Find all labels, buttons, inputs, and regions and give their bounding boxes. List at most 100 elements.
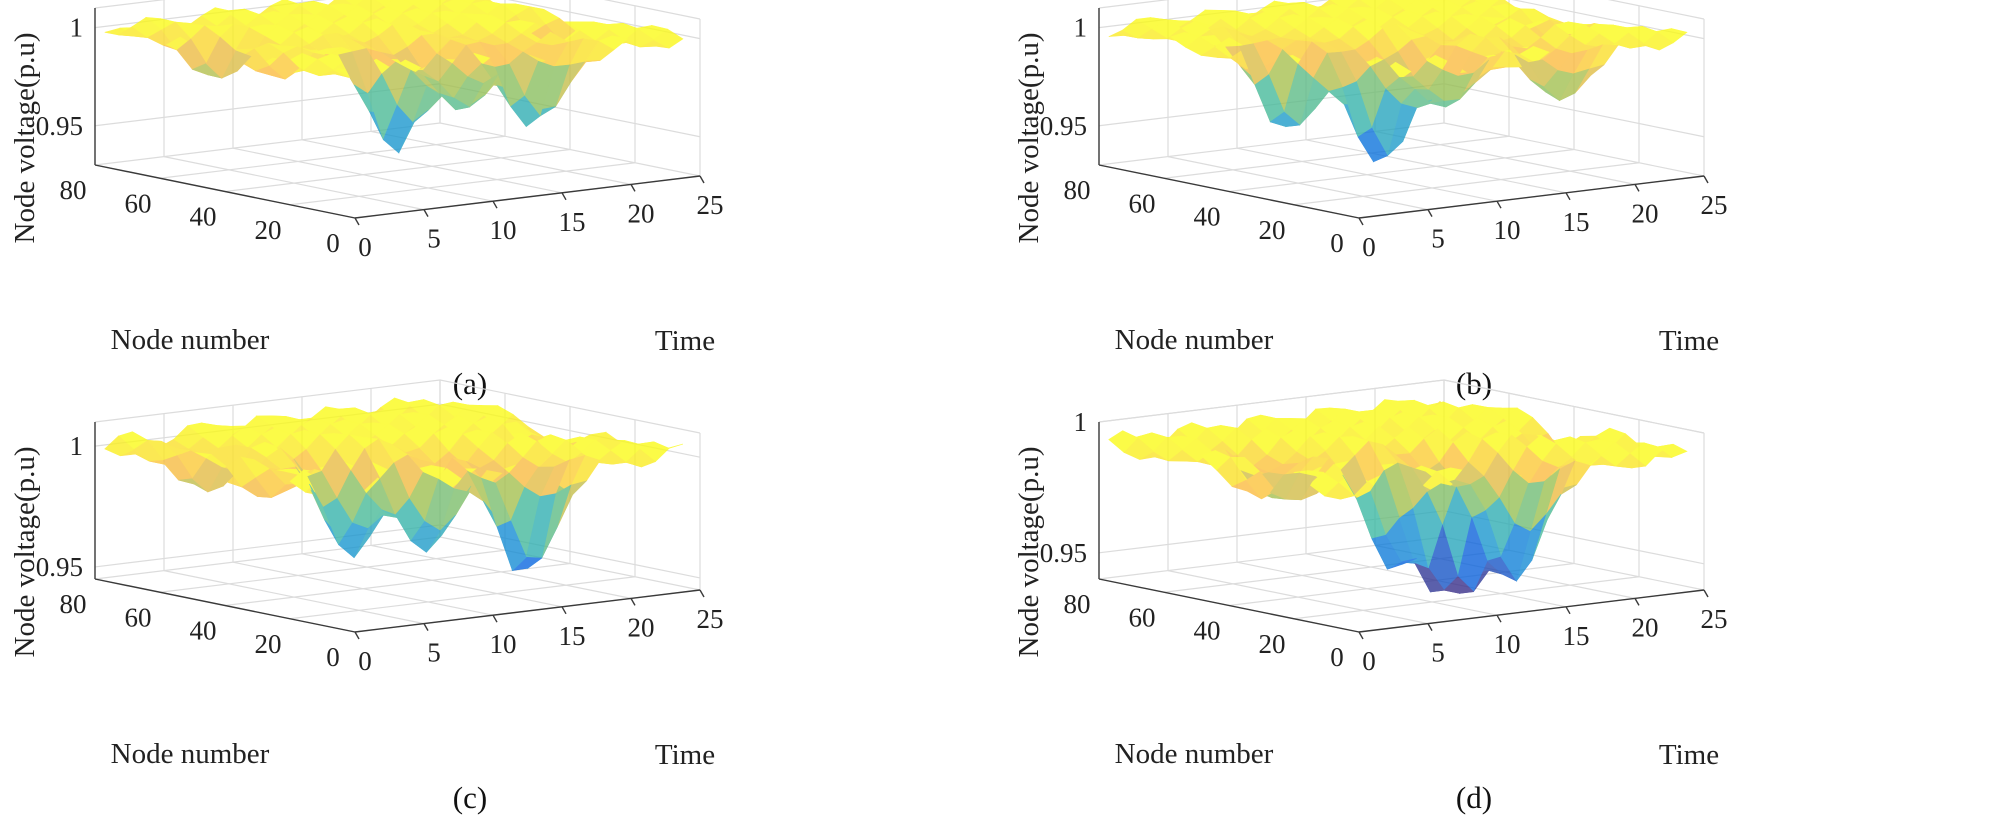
chart-c-x-tick (423, 623, 429, 631)
chart-d-surface-patch (1245, 471, 1276, 500)
chart-c-x-axis-label: Time (655, 739, 715, 771)
chart-b-x-tick (1427, 209, 1433, 217)
chart-b-z-tick-label: 1 (1074, 13, 1088, 43)
chart-b-y-tick-label: 40 (1194, 202, 1221, 232)
chart-d-x-tick-label: 5 (1431, 638, 1445, 668)
chart-a-y-tick-label: 40 (190, 202, 217, 232)
chart-a-z-tick-label: 1 (70, 13, 84, 43)
chart-a-x-tick (492, 200, 498, 209)
chart-d-x-axis-label: Time (1659, 739, 1719, 771)
chart-b-surface-patch (1430, 99, 1460, 108)
chart-a-x-tick-label: 25 (697, 190, 724, 220)
chart-a-y-tick-label: 60 (125, 188, 152, 218)
chart-c-x-tick-label: 10 (490, 629, 517, 659)
chart-c-floor-grid-line (94, 536, 441, 580)
chart-c-x-tick (354, 631, 360, 640)
chart-d-y-axis-line (1098, 578, 1360, 633)
chart-d-z-tick-label: 0.95 (1040, 538, 1087, 568)
chart-d-y-tick-label: 40 (1194, 616, 1221, 646)
chart-b-x-tick-label: 25 (1701, 190, 1728, 220)
chart-d-surface-patch (1443, 576, 1475, 594)
surface-chart-b: 0 5 10 15 20 25 0 20 40 60 80 0.95 1 Time Node number N… (1013, 0, 1728, 401)
chart-b-x-axis-line (1358, 175, 1705, 219)
chart-d-y-tick-label: 0 (1330, 642, 1344, 672)
chart-a-surface-patch (510, 95, 541, 127)
chart-c-wall-grid-line (94, 524, 701, 579)
chart-b-floor-grid-line (1228, 148, 1575, 193)
chart-c-y-tick-label: 20 (255, 629, 282, 659)
chart-d-surface-patch (1371, 534, 1402, 570)
chart-c-x-tick-label: 0 (358, 646, 372, 676)
chart-d-y-tick-label: 60 (1129, 602, 1156, 632)
chart-d-x-tick (1358, 631, 1364, 640)
chart-d-y-tick-label: 80 (1064, 589, 1091, 619)
chart-b-x-axis-label: Time (1659, 325, 1719, 357)
chart-d-surface-patch (1500, 523, 1531, 582)
chart-c-caption: (c) (453, 780, 487, 815)
chart-d-x-tick-label: 15 (1563, 621, 1590, 651)
chart-b-z-axis-label: Node voltage(p.u) (1013, 33, 1045, 244)
chart-c-y-axis-label: Node number (111, 738, 270, 770)
chart-a-z-tick-label: 0.95 (36, 111, 83, 141)
chart-c-z-tick-label: 1 (70, 431, 84, 461)
chart-c-floor-grid-line (159, 549, 506, 593)
chart-c-x-tick (630, 598, 636, 606)
chart-a-surface-patch (404, 0, 423, 6)
chart-d-z-tick-label: 1 (1074, 407, 1088, 437)
chart-d-surface-patch (1414, 562, 1445, 593)
chart-b-x-tick-label: 15 (1563, 207, 1590, 237)
chart-c-axes: 0 5 10 15 20 25 0 20 40 60 80 0.95 1 Time Node number N… (9, 422, 724, 815)
chart-a-surface-patch (205, 36, 236, 79)
chart-c-y-tick-label: 60 (125, 602, 152, 632)
chart-b-floor-grid-line (1293, 162, 1640, 206)
chart-d-x-tick-label: 20 (1632, 612, 1659, 642)
chart-c-surface-patch (410, 521, 441, 553)
chart-d-surface-patch (1615, 453, 1647, 469)
chart-a-x-axis-label: Time (655, 325, 715, 357)
chart-d-x-tick-label: 25 (1701, 604, 1728, 634)
chart-a-y-tick-label: 20 (255, 215, 282, 245)
chart-d-surface-patch (1123, 437, 1154, 460)
chart-d-x-tick (1634, 598, 1640, 606)
chart-c-x-tick (492, 614, 498, 623)
chart-c-surface-patch (625, 448, 656, 468)
chart-a-y-tick-label: 0 (326, 228, 340, 258)
chart-b-y-tick-label: 0 (1330, 228, 1344, 258)
chart-b-x-tick-label: 0 (1362, 232, 1376, 262)
chart-a-x-tick (354, 217, 360, 226)
chart-d-floor-grid-line (1293, 576, 1640, 620)
chart-a-surface-patch (653, 28, 684, 49)
chart-b-y-tick-label: 20 (1259, 215, 1286, 245)
chart-a-y-tick-label: 80 (60, 175, 87, 205)
chart-c-floor-grid-line (289, 576, 636, 620)
chart-c-surface-patch (104, 435, 135, 457)
chart-d-x-tick (1427, 623, 1433, 631)
chart-a-surface-patch (303, 59, 334, 77)
chart-b-surface-patch (1269, 111, 1301, 127)
chart-b-x-tick (1634, 184, 1640, 192)
chart-a-x-tick (423, 209, 429, 217)
chart-c-x-tick-label: 20 (628, 612, 655, 642)
chart-a-surface-patch (382, 104, 413, 154)
chart-c-surface-patch (596, 450, 627, 465)
chart-c-x-tick (699, 589, 705, 598)
chart-b-floor-grid-line (1163, 135, 1510, 179)
chart-c-x-tick-label: 15 (559, 621, 586, 651)
chart-b-x-tick-label: 10 (1494, 215, 1521, 245)
chart-a-y-axis-label: Node number (111, 324, 270, 356)
chart-a-x-tick (630, 184, 636, 192)
chart-d-z-axis-label: Node voltage(p.u) (1013, 447, 1045, 658)
chart-c-x-tick (561, 606, 567, 615)
chart-c-surface-patch (255, 468, 286, 498)
chart-d-x-tick (1703, 589, 1709, 598)
chart-a-floor-grid-line (224, 148, 571, 193)
chart-panel-b: 0 5 10 15 20 25 0 20 40 60 80 0.95 1 Time Node number N… (1004, 0, 2008, 414)
chart-a-surface-patch (374, 0, 393, 7)
chart-c-y-tick-label: 40 (190, 616, 217, 646)
chart-b-y-tick-label: 60 (1129, 188, 1156, 218)
chart-a-floor-grid-line (289, 162, 636, 206)
chart-c-wall-grid-line (94, 379, 701, 434)
chart-a-x-tick (699, 175, 705, 184)
chart-d-y-tick-label: 20 (1259, 629, 1286, 659)
chart-a-surface-patch (344, 0, 364, 8)
